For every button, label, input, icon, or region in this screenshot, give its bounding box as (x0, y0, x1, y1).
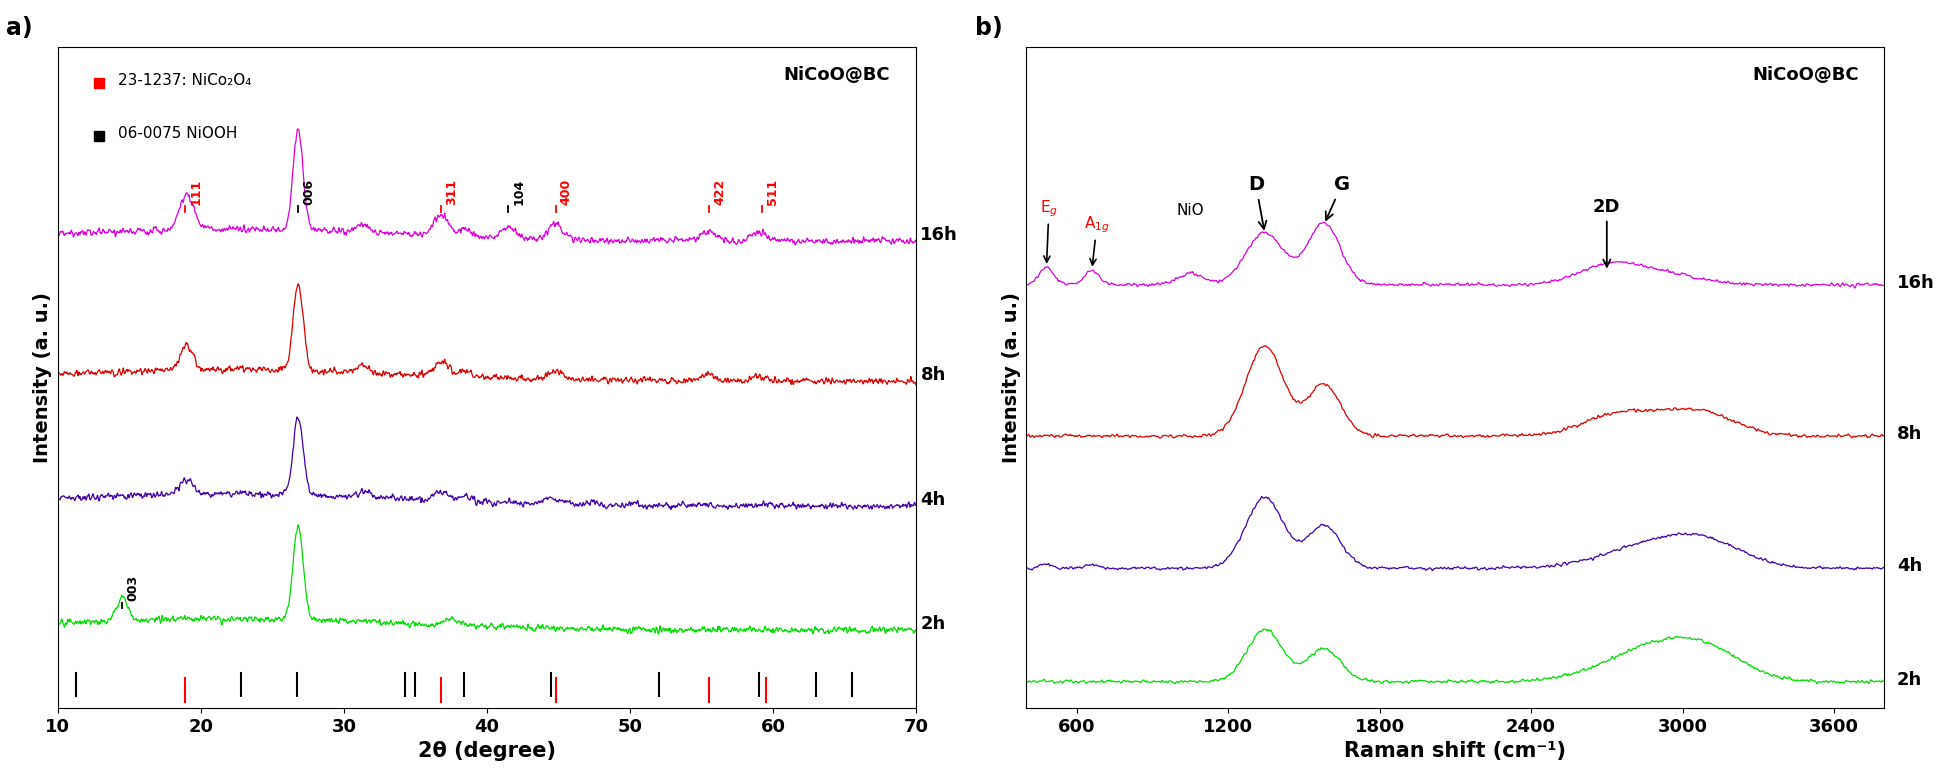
Text: 104: 104 (512, 178, 526, 205)
Text: 511: 511 (766, 178, 779, 205)
Text: 8h: 8h (919, 366, 945, 384)
Text: E$_g$: E$_g$ (1040, 198, 1058, 262)
Text: NiCoO@BC: NiCoO@BC (1751, 66, 1858, 85)
Text: 2h: 2h (919, 615, 945, 633)
Text: 006: 006 (302, 178, 316, 205)
Text: 111: 111 (189, 178, 203, 205)
Y-axis label: Intensity (a. u.): Intensity (a. u.) (33, 292, 53, 463)
Text: 2D: 2D (1592, 198, 1619, 267)
Text: NiO: NiO (1177, 203, 1204, 218)
X-axis label: 2θ (degree): 2θ (degree) (417, 741, 555, 762)
Text: a): a) (6, 16, 33, 40)
Text: b): b) (974, 16, 1001, 40)
Text: 8h: 8h (1895, 425, 1921, 443)
Text: 400: 400 (559, 178, 573, 205)
Text: 16h: 16h (919, 226, 958, 244)
Text: 4h: 4h (1895, 557, 1921, 575)
Text: 311: 311 (446, 178, 458, 205)
Text: 003: 003 (127, 575, 140, 601)
Text: 422: 422 (713, 178, 725, 205)
Text: NiCoO@BC: NiCoO@BC (783, 66, 890, 85)
Text: D: D (1247, 175, 1266, 229)
X-axis label: Raman shift (cm⁻¹): Raman shift (cm⁻¹) (1344, 741, 1566, 762)
Text: 2h: 2h (1895, 671, 1921, 689)
Text: A$_{1g}$: A$_{1g}$ (1083, 214, 1108, 265)
Text: 23-1237: NiCo₂O₄: 23-1237: NiCo₂O₄ (119, 73, 251, 88)
Text: 4h: 4h (919, 490, 945, 509)
Text: 16h: 16h (1895, 274, 1934, 292)
Y-axis label: Intensity (a. u.): Intensity (a. u.) (1001, 292, 1021, 463)
Text: 06-0075 NiOOH: 06-0075 NiOOH (119, 126, 238, 141)
Text: G: G (1325, 175, 1350, 220)
